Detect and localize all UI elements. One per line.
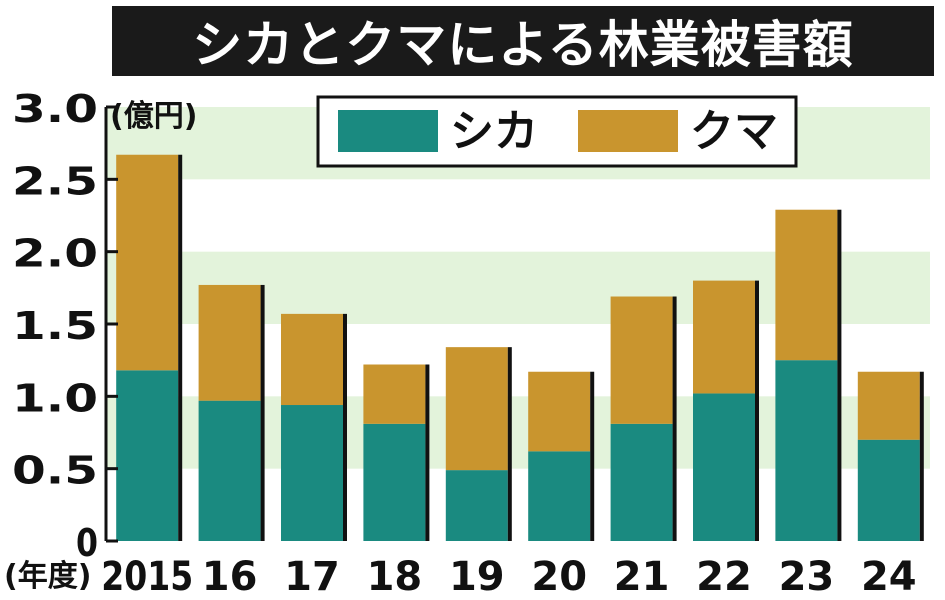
x-tick-label: 18 bbox=[367, 554, 423, 600]
x-axis-unit: (年度) bbox=[4, 559, 91, 594]
bar-segment-kuma bbox=[281, 313, 343, 406]
bar-segment-kuma bbox=[775, 209, 838, 361]
y-tick-labels: 0 0.5 1.0 1.5 2.0 2.5 3.0 bbox=[12, 87, 118, 565]
bar-segment-shika bbox=[775, 360, 838, 541]
bar-shadow bbox=[837, 209, 842, 542]
y-tick-label: 3.0 bbox=[12, 87, 98, 131]
legend-label-shika: シカ bbox=[450, 106, 538, 157]
bar-segment-shika bbox=[857, 439, 920, 541]
bar-segment-kuma bbox=[610, 296, 673, 424]
x-tick-label: 19 bbox=[449, 554, 505, 600]
bar-shadow bbox=[919, 371, 924, 541]
legend: シカ クマ bbox=[316, 95, 798, 168]
x-tick-labels: 2015 16 17 18 19 20 21 22 23 24 bbox=[101, 554, 916, 600]
bar-segment-shika bbox=[198, 400, 261, 541]
x-tick-label: 24 bbox=[861, 554, 917, 600]
bar-segment-shika bbox=[445, 470, 508, 541]
bar-segment-kuma bbox=[363, 364, 426, 424]
legend-label-kuma: クマ bbox=[690, 106, 778, 157]
bar-segment-kuma bbox=[857, 371, 920, 440]
bar-shadow bbox=[178, 154, 183, 542]
bar-segment-kuma bbox=[116, 154, 179, 371]
bar-segment-kuma bbox=[445, 347, 508, 471]
x-tick-label: 20 bbox=[531, 554, 587, 600]
y-tick-label: 1.0 bbox=[12, 376, 98, 420]
bar-shadow bbox=[672, 296, 677, 541]
bar-segment-kuma bbox=[198, 284, 261, 401]
bars-group bbox=[116, 154, 924, 542]
bar-segment-shika bbox=[610, 423, 673, 541]
bar-segment-kuma bbox=[528, 371, 591, 452]
bar-segment-shika bbox=[528, 451, 591, 541]
x-tick-label: 23 bbox=[779, 554, 835, 600]
y-tick-label: 0.5 bbox=[12, 449, 98, 493]
bar-segment-shika bbox=[363, 423, 426, 541]
y-tick-label: 1.5 bbox=[12, 304, 98, 348]
legend-swatch-shika bbox=[338, 110, 438, 152]
chart-title-bar: シカとクマによる林業被害額 bbox=[112, 6, 934, 76]
y-tick-label: 0 bbox=[76, 521, 98, 565]
bar-segment-shika bbox=[693, 393, 755, 541]
x-tick-label: 21 bbox=[614, 554, 670, 600]
bar-shadow bbox=[755, 280, 759, 541]
bar-shadow bbox=[343, 313, 347, 541]
y-axis-unit: (億円) bbox=[110, 99, 197, 134]
bar-segment-shika bbox=[116, 370, 179, 541]
x-tick-label: 2015 bbox=[101, 554, 193, 600]
bar-segment-kuma bbox=[693, 280, 755, 394]
y-tick-label: 2.0 bbox=[12, 232, 98, 276]
bar-shadow bbox=[425, 364, 430, 541]
legend-swatch-kuma bbox=[578, 110, 678, 152]
bar-segment-shika bbox=[281, 405, 343, 541]
bar-shadow bbox=[507, 347, 512, 541]
x-tick-label: 17 bbox=[284, 554, 340, 600]
bar-shadow bbox=[260, 284, 265, 541]
chart-title: シカとクマによる林業被害額 bbox=[192, 16, 854, 74]
bar-shadow bbox=[590, 371, 595, 541]
y-tick-label: 2.5 bbox=[12, 159, 98, 203]
x-tick-label: 22 bbox=[696, 554, 752, 600]
x-tick-label: 16 bbox=[202, 554, 258, 600]
